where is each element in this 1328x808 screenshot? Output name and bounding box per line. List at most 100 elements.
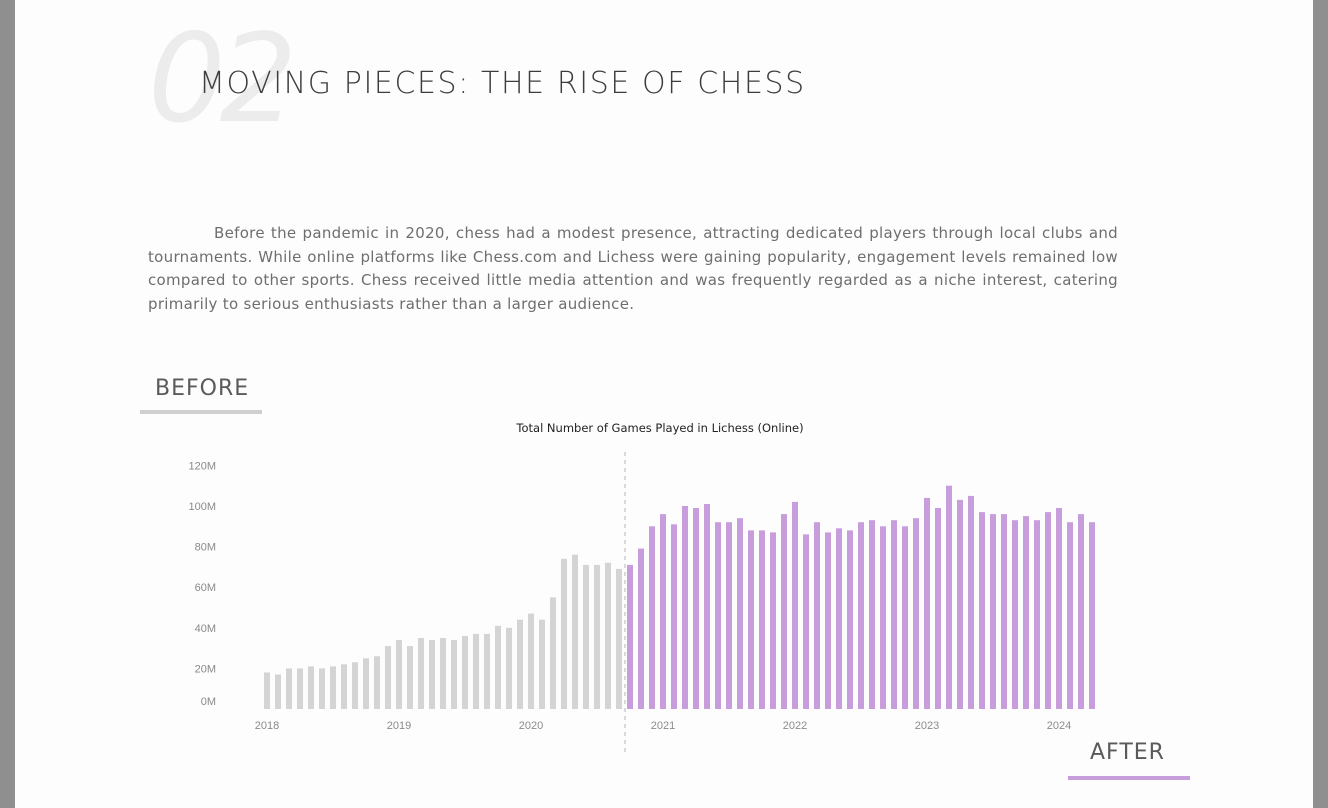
x-tick-label: 2023 (915, 720, 939, 732)
bar-after (825, 532, 831, 709)
bar-before (528, 613, 534, 709)
bar-after (869, 520, 875, 709)
after-tag: AFTER (1068, 740, 1190, 780)
bar-before (418, 638, 424, 709)
bar-before (341, 664, 347, 709)
bar-before (550, 597, 556, 709)
bar-after (726, 522, 732, 709)
bar-before (594, 564, 600, 709)
bar-after (968, 495, 974, 709)
bar-after (627, 564, 633, 709)
bar-before (286, 668, 292, 709)
bar-after (1034, 520, 1040, 709)
bar-after (704, 504, 710, 709)
section-number: 02 (148, 8, 297, 150)
report-page: 02 MOVING PIECES: THE RISE OF CHESS Befo… (15, 0, 1313, 808)
bar-before (506, 627, 512, 709)
bar-after (759, 530, 765, 709)
bar-after (671, 524, 677, 709)
bar-after (682, 506, 688, 709)
bar-before (495, 625, 501, 709)
y-tick-label: 40M (195, 623, 216, 635)
bar-before (385, 646, 391, 709)
x-tick-label: 2022 (783, 720, 807, 732)
bar-after (1045, 512, 1051, 709)
page-title: MOVING PIECES: THE RISE OF CHESS (199, 66, 806, 101)
before-label: BEFORE (155, 376, 250, 401)
bar-after (913, 518, 919, 709)
x-tick-label: 2024 (1047, 720, 1071, 732)
lichess-games-chart: Total Number of Games Played in Lichess … (188, 421, 1095, 752)
bar-after (814, 522, 820, 709)
bar-after (891, 520, 897, 709)
bar-after (858, 522, 864, 709)
bar-before (264, 672, 270, 709)
bar-before (363, 658, 369, 710)
bar-after (1089, 522, 1095, 709)
bar-before (297, 668, 303, 709)
bar-before (539, 619, 545, 709)
bar-before (451, 640, 457, 709)
y-tick-label: 60M (195, 582, 216, 594)
bar-after (748, 530, 754, 709)
bar-after (990, 514, 996, 709)
bar-before (330, 666, 336, 709)
bar-before (429, 640, 435, 709)
after-label: AFTER (1090, 740, 1165, 765)
bar-before (605, 562, 611, 709)
bar-after (638, 548, 644, 709)
bar-before (440, 638, 446, 709)
bar-after (792, 501, 798, 709)
bar-after (946, 485, 952, 709)
x-tick-label: 2018 (255, 720, 279, 732)
bars (264, 485, 1095, 710)
y-tick-label: 0M (201, 696, 216, 708)
bar-before (616, 568, 622, 709)
bar-before (473, 633, 479, 709)
bar-after (979, 512, 985, 709)
bar-before (396, 640, 402, 709)
bar-before (319, 668, 325, 709)
bar-after (649, 526, 655, 709)
bar-after (880, 526, 886, 709)
x-tick-label: 2020 (519, 720, 543, 732)
bar-after (1012, 520, 1018, 709)
bar-before (352, 662, 358, 709)
bar-after (1023, 516, 1029, 709)
y-tick-label: 120M (188, 460, 216, 472)
bar-after (1056, 508, 1062, 709)
bar-before (275, 674, 281, 709)
bar-after (693, 508, 699, 709)
x-tick-label: 2021 (651, 720, 675, 732)
y-tick-label: 80M (195, 542, 216, 554)
bar-after (660, 514, 666, 709)
bar-after (781, 514, 787, 709)
bar-after (924, 497, 930, 709)
bar-after (1001, 514, 1007, 709)
bar-after (770, 532, 776, 709)
bar-after (902, 526, 908, 709)
bar-before (583, 564, 589, 709)
bar-before (484, 633, 490, 709)
intro-paragraph: Before the pandemic in 2020, chess had a… (148, 224, 1118, 313)
bar-after (847, 530, 853, 709)
bar-after (935, 508, 941, 709)
bar-before (407, 646, 413, 709)
bar-before (462, 635, 468, 709)
bar-after (803, 534, 809, 709)
x-tick-label: 2019 (387, 720, 411, 732)
bar-after (1078, 514, 1084, 709)
bar-after (836, 528, 842, 709)
bar-before (374, 656, 380, 709)
bar-after (737, 518, 743, 709)
bar-before (561, 558, 567, 709)
y-axis: 0M 20M 40M 60M 80M 100M 120M (188, 460, 216, 708)
y-tick-label: 20M (195, 663, 216, 675)
bar-after (1067, 522, 1073, 709)
bar-after (715, 522, 721, 709)
bar-after (957, 499, 963, 709)
chart-title: Total Number of Games Played in Lichess … (515, 421, 803, 435)
bar-before (572, 554, 578, 709)
y-tick-label: 100M (188, 501, 216, 513)
before-underline (140, 410, 262, 414)
